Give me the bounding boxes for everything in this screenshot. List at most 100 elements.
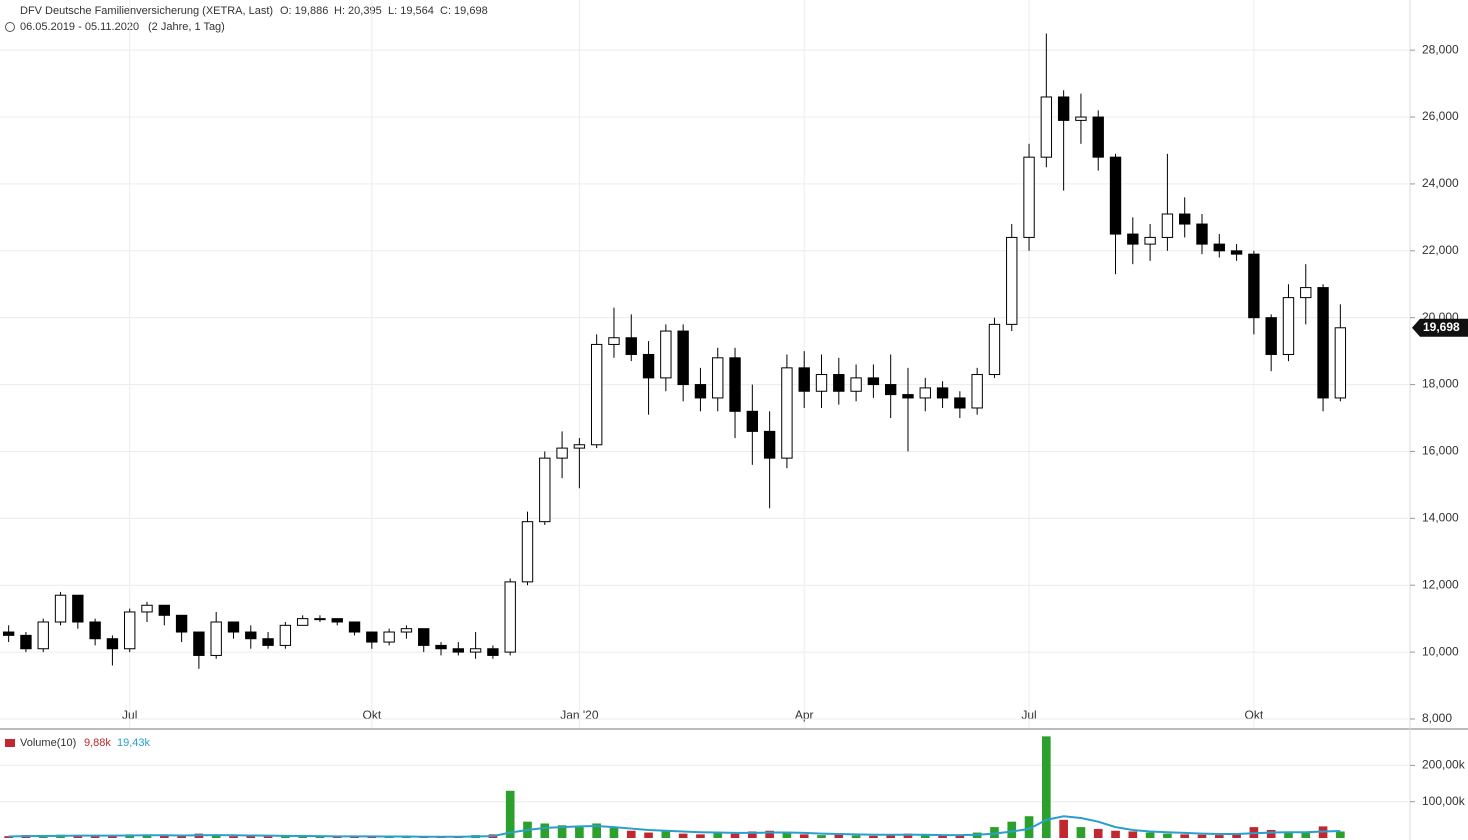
candle-body — [660, 330, 672, 379]
volume-bar — [1197, 834, 1207, 838]
volume-bar — [851, 835, 861, 838]
volume-bar — [678, 833, 688, 838]
volume-bar — [505, 790, 515, 838]
candle-body — [763, 430, 776, 459]
candle-body — [971, 374, 983, 409]
volume-bar — [1214, 835, 1224, 838]
candle-body — [1334, 327, 1347, 399]
candle-body — [418, 628, 430, 646]
candle-body — [314, 618, 326, 621]
volume-bar — [73, 835, 83, 838]
candle-body — [383, 631, 395, 643]
volume-bar — [1336, 831, 1345, 838]
y-tick-label: 100,00k — [1422, 794, 1466, 808]
candle-body — [1213, 243, 1225, 252]
chart-title: DFV Deutsche Familienversicherung (XETRA… — [20, 5, 273, 17]
volume-bar — [696, 834, 705, 838]
ohlc-high: H: 20,395 — [334, 5, 382, 17]
candle-body — [193, 631, 205, 656]
candle-body — [902, 394, 914, 399]
candle-body — [521, 521, 534, 583]
candle-body — [1127, 233, 1139, 245]
candle-body — [279, 624, 292, 646]
volume-bar — [765, 830, 774, 838]
last-price-tag — [1412, 318, 1468, 337]
candle-body — [815, 374, 828, 392]
candle-body — [2, 631, 15, 636]
volume-bar — [1076, 827, 1086, 838]
candle-body — [487, 648, 499, 656]
candle-body — [1057, 96, 1070, 121]
candles — [2, 33, 1347, 669]
date-range: 06.05.2019 - 05.11.2020 — [20, 21, 139, 33]
candle-body — [1265, 317, 1277, 355]
candle-body — [798, 367, 810, 392]
volume-bar — [886, 834, 896, 838]
candle-body — [781, 367, 793, 459]
legend-name: Volume(10) — [20, 737, 76, 749]
ohlc-low: L: 19,564 — [388, 5, 434, 17]
legend-icon — [5, 739, 15, 747]
volume-bar — [869, 835, 878, 838]
volume-bar — [817, 835, 826, 838]
candle-body — [1006, 236, 1018, 325]
volume-bar — [1128, 831, 1138, 838]
y-tick-label: 10,000 — [1422, 644, 1459, 658]
candle-body — [106, 638, 119, 650]
candle-body — [884, 384, 897, 396]
candle-body — [608, 337, 620, 345]
candle-body — [227, 621, 240, 633]
candle-body — [262, 638, 274, 646]
volume-bar — [644, 832, 653, 838]
candle-body — [625, 337, 637, 355]
candle-body — [850, 377, 862, 392]
candle-body — [1248, 253, 1260, 319]
volume-bar — [713, 832, 723, 838]
candle-body — [712, 357, 724, 399]
volume-bar — [903, 833, 913, 838]
volume-bar — [108, 835, 117, 838]
clock-icon — [5, 22, 15, 32]
volume-bar — [332, 836, 342, 838]
y-tick-label: 12,000 — [1422, 577, 1459, 591]
candle-body — [954, 397, 966, 409]
candle-body — [348, 621, 361, 633]
candle-body — [867, 377, 880, 386]
volume-bar — [1284, 832, 1293, 838]
candle-body — [1092, 116, 1104, 158]
x-tick-label: Okt — [363, 708, 382, 722]
volume-bar — [834, 834, 844, 838]
candle-body — [729, 357, 741, 412]
candle-body — [1144, 236, 1156, 245]
candle-body — [54, 594, 67, 623]
x-tick-label: Jul — [122, 708, 137, 722]
volume-bar — [229, 836, 238, 838]
candle-body — [539, 457, 551, 523]
header: DFV Deutsche Familienversicherung (XETRA… — [5, 5, 488, 33]
period: (2 Jahre, 1 Tag) — [148, 21, 225, 33]
candle-body — [677, 330, 689, 386]
x-tick-label: Apr — [795, 708, 814, 722]
candle-body — [642, 353, 655, 379]
candle-body — [1023, 156, 1035, 238]
x-tick-label: Jan '20 — [560, 708, 599, 722]
volume-bar — [315, 836, 325, 838]
volume-bar — [1093, 828, 1103, 838]
x-tick-label: Okt — [1245, 708, 1264, 722]
y-tick-label: 14,000 — [1422, 510, 1459, 524]
candle-body — [1282, 297, 1295, 355]
candle-body — [833, 374, 845, 392]
volume-bar — [142, 835, 152, 838]
volume-bar — [661, 831, 671, 838]
volume-bar — [1042, 736, 1051, 838]
volume-bar — [609, 827, 619, 838]
volume-bar — [1301, 832, 1311, 838]
candle-body — [210, 621, 222, 656]
candle-body — [504, 581, 516, 653]
candle-body — [1317, 287, 1329, 399]
volume-bar — [730, 833, 740, 838]
volume-bar — [1180, 834, 1190, 838]
y-tick-label: 22,000 — [1422, 243, 1459, 257]
volume-bar — [748, 831, 757, 838]
